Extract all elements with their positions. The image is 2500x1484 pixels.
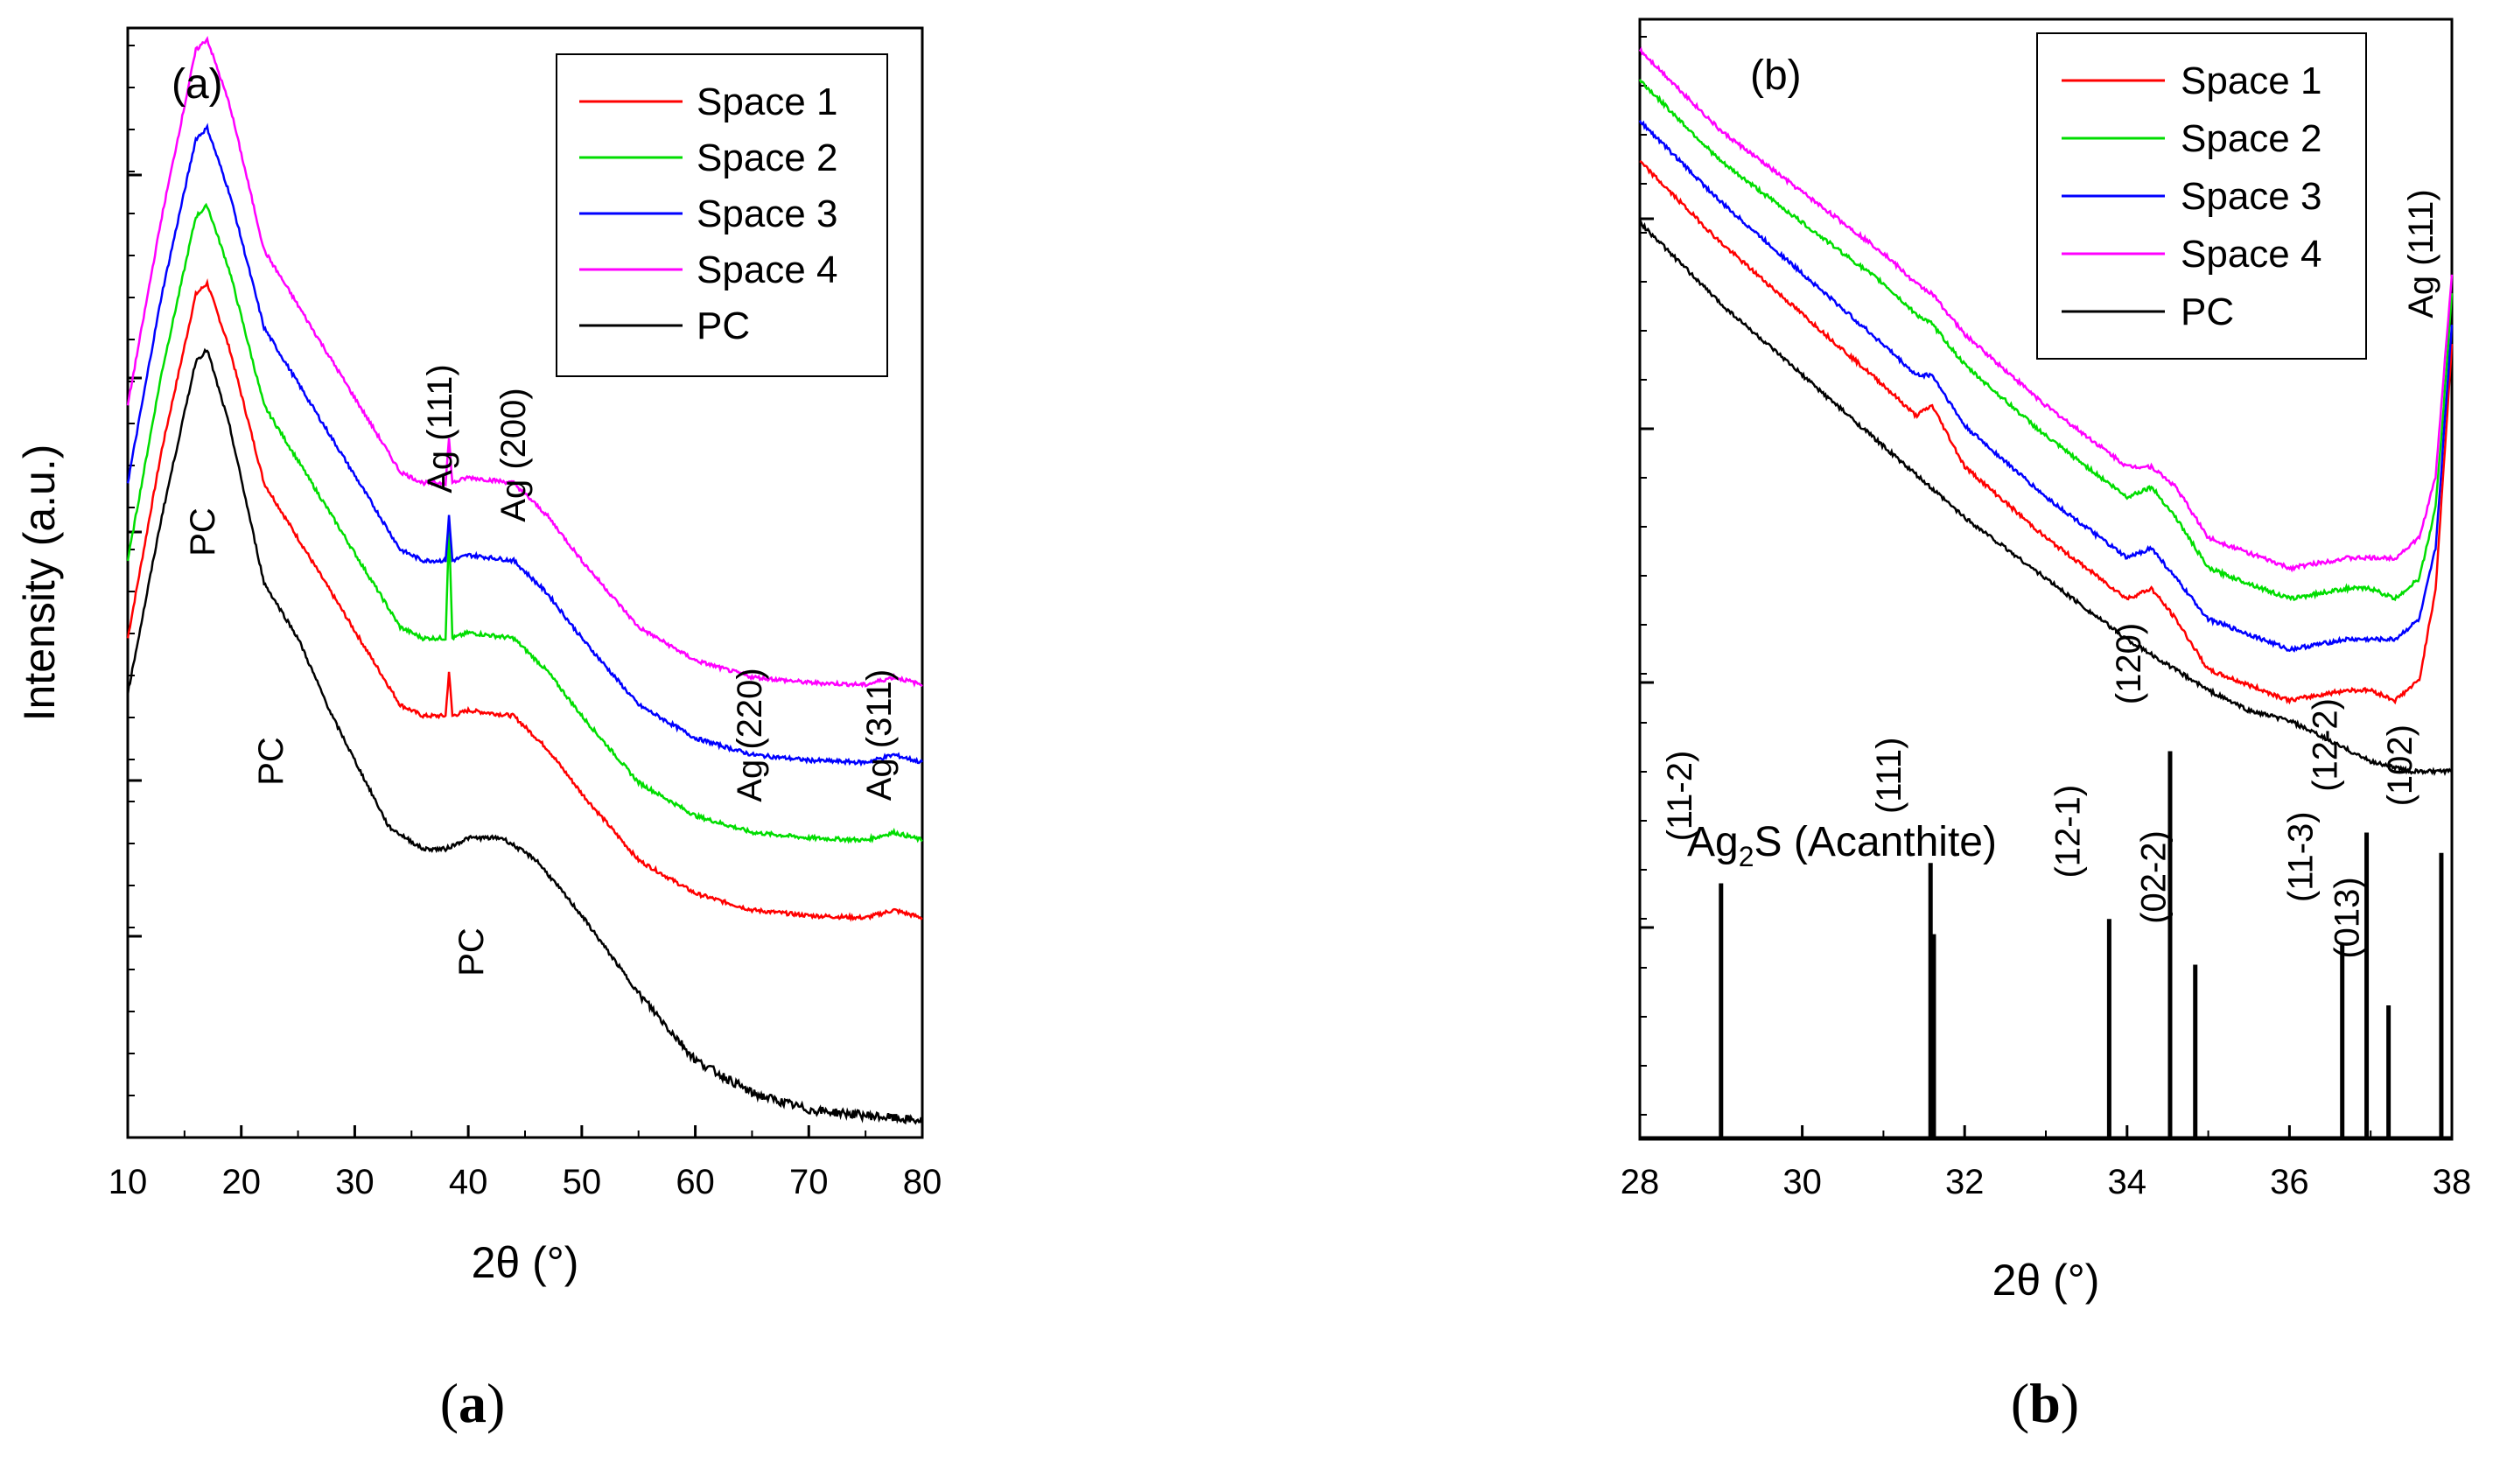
legend-items-a: Space 1 Space 2 Space 3 Space 4 PC xyxy=(579,80,837,347)
x-tick-label: 50 xyxy=(563,1163,602,1201)
panel-a: 10 20 30 40 50 60 70 80 (a) 2θ (°) Intensity (a… xyxy=(15,26,942,1434)
legend-label: Space 4 xyxy=(697,248,837,291)
annotation-ag-111-b: Ag (111) xyxy=(2402,189,2440,318)
plot-frame-b xyxy=(1638,18,2454,1141)
reference-label: Ag2S (Acanthite) xyxy=(1687,819,1997,872)
x-tick-label: 80 xyxy=(903,1163,942,1201)
reference-peak-label: (11-3) xyxy=(2282,811,2321,902)
reference-peak-label: (12-1) xyxy=(2048,785,2087,878)
caption-b-letter: b xyxy=(2029,1372,2061,1434)
legend-label: Space 2 xyxy=(2181,117,2321,160)
series-line-space-4 xyxy=(1638,46,2454,573)
annotation-ag-111-a: Ag (111) xyxy=(421,364,459,493)
reference-peak-label: (111) xyxy=(1870,738,1908,814)
legend-label: PC xyxy=(697,304,750,347)
series-line-space-1 xyxy=(126,278,923,922)
x-tick-label: 70 xyxy=(789,1163,829,1201)
reference-peak-label: (013) xyxy=(2328,877,2367,958)
legend-b: Space 1 Space 2 Space 3 Space 4 PC xyxy=(2036,32,2367,360)
annotation-ag-311: Ag (311) xyxy=(860,669,899,801)
reference-peaks: (11-2) (111)(12-1)(120)(02-2) (11-3)(12-2)… xyxy=(1661,623,2444,1138)
legend-label: Space 3 xyxy=(697,192,837,235)
legend-label: Space 2 xyxy=(697,136,837,179)
y-ticks-b xyxy=(1640,36,1654,1116)
x-axis-label-b: 2θ (°) xyxy=(1992,1256,2100,1305)
legend-items-b: Space 1 Space 2 Space 3 Space 4 PC xyxy=(2062,60,2321,333)
reference-peak-label: (11-2) xyxy=(1661,751,1699,842)
caption-a: (a) xyxy=(440,1372,506,1434)
y-axis-label-a: Intensity (a.u.) xyxy=(15,444,64,722)
series-line-pc xyxy=(1639,220,2453,777)
legend-label: Space 4 xyxy=(2181,233,2321,276)
panel-label-b: (b) xyxy=(1750,52,1802,99)
series-line-pc xyxy=(126,347,924,1125)
annotation-ag-220: Ag (220) xyxy=(731,668,769,802)
x-tick-label: 28 xyxy=(1621,1163,1660,1201)
caption-b: (b) xyxy=(2011,1372,2079,1434)
series-line-space-3 xyxy=(126,122,924,767)
series-line-space-2 xyxy=(1638,79,2454,602)
x-tick-label: 34 xyxy=(2108,1163,2147,1201)
x-tick-label: 20 xyxy=(221,1163,261,1201)
x-tick-label: 38 xyxy=(2433,1163,2472,1201)
x-tick-label: 30 xyxy=(1782,1163,1822,1201)
series-group-b xyxy=(1638,46,2454,777)
x-ticks-a: 10 20 30 40 50 60 70 80 xyxy=(109,1125,942,1201)
x-tick-label: 30 xyxy=(335,1163,375,1201)
series-line-space-2 xyxy=(126,202,923,844)
annotation-ag-200: Ag (200) xyxy=(494,388,533,522)
x-tick-label: 60 xyxy=(676,1163,715,1201)
x-tick-label: 10 xyxy=(109,1163,148,1201)
legend-label: Space 1 xyxy=(697,80,837,123)
x-tick-label: 32 xyxy=(1945,1163,1985,1201)
panel-b: 28 30 32 34 36 38 (11-2) (111) (12-1) (120) (02-2… xyxy=(1621,18,2472,1434)
legend-label: Space 3 xyxy=(2181,175,2321,218)
x-tick-label: 36 xyxy=(2270,1163,2309,1201)
reference-peak-label: (02-2) xyxy=(2135,830,2174,924)
reference-peak-label: (120) xyxy=(2110,623,2148,704)
annotation-pc-3: PC xyxy=(452,928,491,976)
legend-box-a xyxy=(556,53,888,377)
y-ticks-a xyxy=(128,45,142,1096)
caption-a-letter: a xyxy=(459,1372,487,1434)
series-line-space-1 xyxy=(1639,159,2454,705)
annotation-pc-2: PC xyxy=(252,737,291,786)
annotation-pc-1: PC xyxy=(184,508,222,556)
series-line-space-3 xyxy=(1638,120,2454,653)
panel-label-a: (a) xyxy=(172,61,223,108)
x-axis-label-a: 2θ (°) xyxy=(472,1238,579,1287)
legend-label: Space 1 xyxy=(2181,60,2321,102)
legend-label: PC xyxy=(2181,290,2234,333)
x-ticks-b: 28 30 32 34 36 38 xyxy=(1621,1125,2472,1201)
legend-a: Space 1 Space 2 Space 3 Space 4 PC xyxy=(556,53,888,377)
series-line-space-4 xyxy=(126,36,923,689)
series-group-a xyxy=(126,36,924,1125)
x-tick-label: 40 xyxy=(449,1163,488,1201)
